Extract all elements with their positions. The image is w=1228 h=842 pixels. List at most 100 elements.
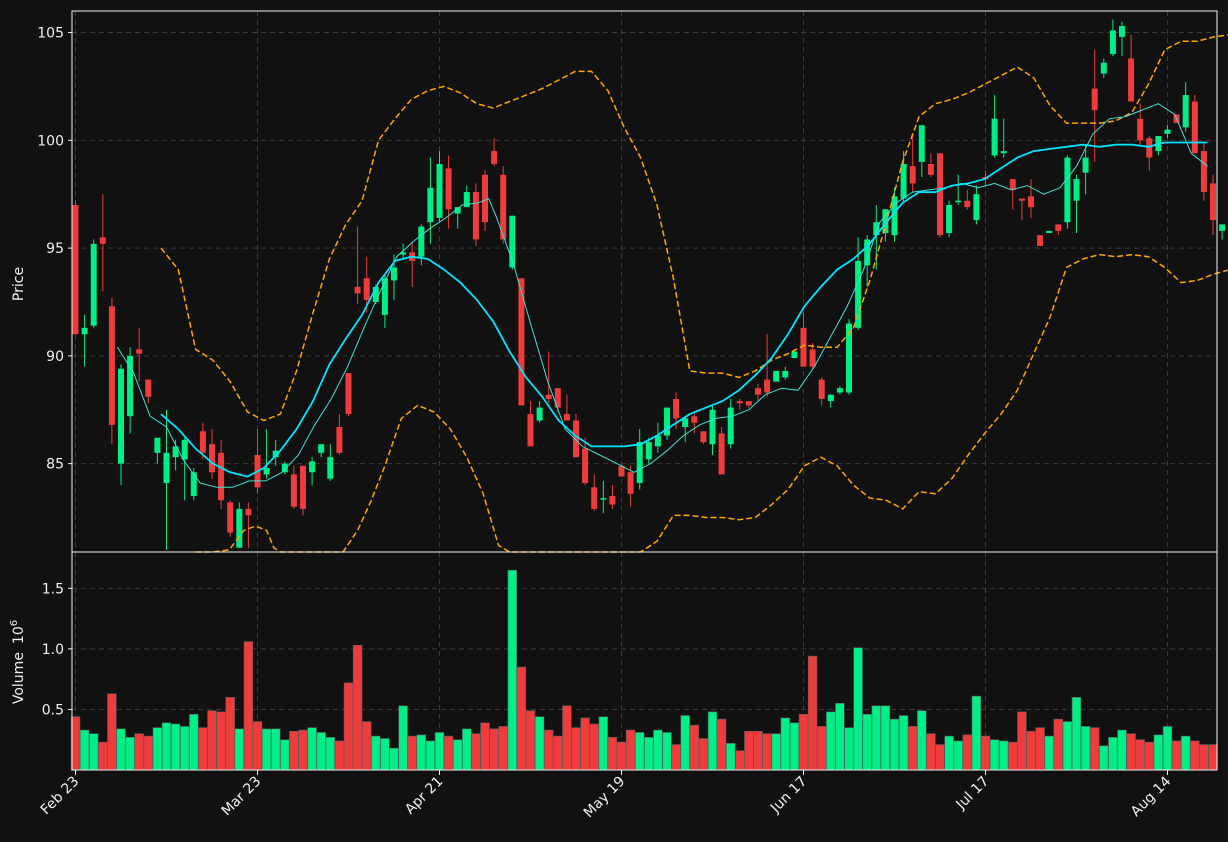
volume-bar bbox=[844, 727, 854, 771]
volume-bar bbox=[252, 721, 263, 771]
candle-body bbox=[354, 286, 361, 294]
candle-body bbox=[563, 414, 570, 421]
candle-body bbox=[536, 407, 543, 421]
volume-bar bbox=[816, 726, 827, 771]
candle-body bbox=[591, 487, 598, 509]
candle-body bbox=[400, 252, 407, 255]
volume-bar bbox=[480, 722, 490, 771]
volume-bar bbox=[1144, 741, 1155, 771]
volume-bar bbox=[79, 729, 90, 771]
candle-body bbox=[991, 118, 998, 156]
volume-bar bbox=[625, 729, 636, 771]
volume-bar bbox=[489, 728, 499, 771]
candle-body bbox=[1082, 157, 1089, 173]
candle-body bbox=[937, 153, 943, 236]
volume-bar bbox=[143, 735, 153, 771]
volume-bar bbox=[826, 711, 836, 771]
volume-bar bbox=[862, 713, 872, 771]
candle-body bbox=[727, 407, 734, 445]
overlay-lines bbox=[116, 34, 1228, 553]
candle-body bbox=[1064, 157, 1071, 223]
candle-body bbox=[918, 125, 925, 162]
volume-bar bbox=[789, 722, 800, 771]
volume-bar bbox=[689, 724, 700, 771]
volume-bar bbox=[1099, 745, 1109, 771]
volume-bar bbox=[653, 729, 663, 771]
candle-body bbox=[1146, 138, 1153, 158]
volume-axis-label: Volume 106 bbox=[9, 620, 27, 704]
volume-bar bbox=[416, 734, 426, 771]
volume-bar bbox=[534, 716, 545, 771]
volume-bar bbox=[525, 710, 536, 771]
volume-bar bbox=[1071, 697, 1082, 771]
volume-bar bbox=[671, 744, 681, 771]
volume-bar bbox=[1090, 727, 1100, 771]
volume-bar bbox=[762, 733, 772, 771]
candle-body bbox=[846, 323, 852, 393]
volume-bar bbox=[243, 641, 254, 771]
candle-body bbox=[391, 267, 397, 281]
volume-grid bbox=[72, 587, 1217, 710]
candle-body bbox=[99, 237, 106, 244]
candle-body bbox=[709, 409, 716, 445]
volume-bar bbox=[434, 732, 445, 771]
volume-bar bbox=[107, 693, 117, 771]
volume-bar bbox=[425, 740, 436, 771]
candle-body bbox=[718, 433, 725, 475]
volume-bar bbox=[1181, 735, 1191, 771]
candle-body bbox=[281, 463, 288, 473]
candle-body bbox=[618, 465, 625, 477]
candle-body bbox=[1028, 196, 1034, 208]
candle-body bbox=[227, 502, 234, 533]
volume-bar bbox=[1108, 736, 1118, 771]
candle-body bbox=[509, 215, 516, 268]
volume-bar bbox=[361, 721, 372, 771]
candle-body bbox=[800, 327, 807, 367]
volume-bar bbox=[1035, 727, 1045, 771]
candle-body bbox=[1055, 224, 1062, 231]
candle-body bbox=[1091, 88, 1098, 111]
volume-bar bbox=[234, 728, 244, 771]
candle-body bbox=[964, 200, 971, 208]
volume-bar bbox=[1008, 741, 1018, 771]
volume-multiplier-exponent: 6 bbox=[9, 620, 20, 626]
volume-bar bbox=[898, 715, 909, 771]
candle-body bbox=[290, 474, 297, 507]
volume-bar bbox=[634, 732, 645, 771]
volume-bar bbox=[216, 711, 226, 771]
candle-body bbox=[736, 401, 743, 404]
candle-body bbox=[654, 435, 661, 447]
volume-bar bbox=[607, 736, 618, 771]
volume-bar bbox=[270, 728, 281, 771]
volume-bar bbox=[971, 695, 982, 771]
candle-body bbox=[1119, 26, 1125, 37]
volume-bar bbox=[498, 726, 508, 771]
candle-body bbox=[864, 239, 871, 266]
volume-bar bbox=[98, 741, 108, 771]
volume-bar bbox=[980, 735, 991, 771]
volume-bar bbox=[889, 718, 900, 771]
candle-body bbox=[636, 442, 643, 484]
volume-bar bbox=[998, 740, 1009, 771]
candle-body bbox=[190, 472, 197, 496]
candle-body bbox=[1037, 235, 1044, 246]
volume-bar bbox=[543, 729, 554, 771]
volume-bar bbox=[853, 647, 863, 771]
volume-bar bbox=[134, 733, 144, 771]
volume-bar bbox=[1053, 718, 1064, 771]
candle-body bbox=[372, 286, 379, 302]
volume-bar bbox=[716, 718, 727, 771]
price-tick-label: 85 bbox=[46, 457, 64, 473]
volume-bar bbox=[407, 735, 417, 771]
candle-body bbox=[1009, 179, 1016, 190]
volume-bar bbox=[180, 726, 190, 771]
candle-body bbox=[336, 426, 343, 453]
volume-bar bbox=[935, 744, 945, 771]
candle-body bbox=[127, 355, 134, 417]
price-tick-label: 105 bbox=[37, 26, 64, 42]
price-tick-label: 100 bbox=[37, 133, 64, 149]
volume-bar bbox=[1162, 726, 1173, 771]
candle-body bbox=[873, 222, 880, 236]
candle-body bbox=[1018, 198, 1025, 201]
